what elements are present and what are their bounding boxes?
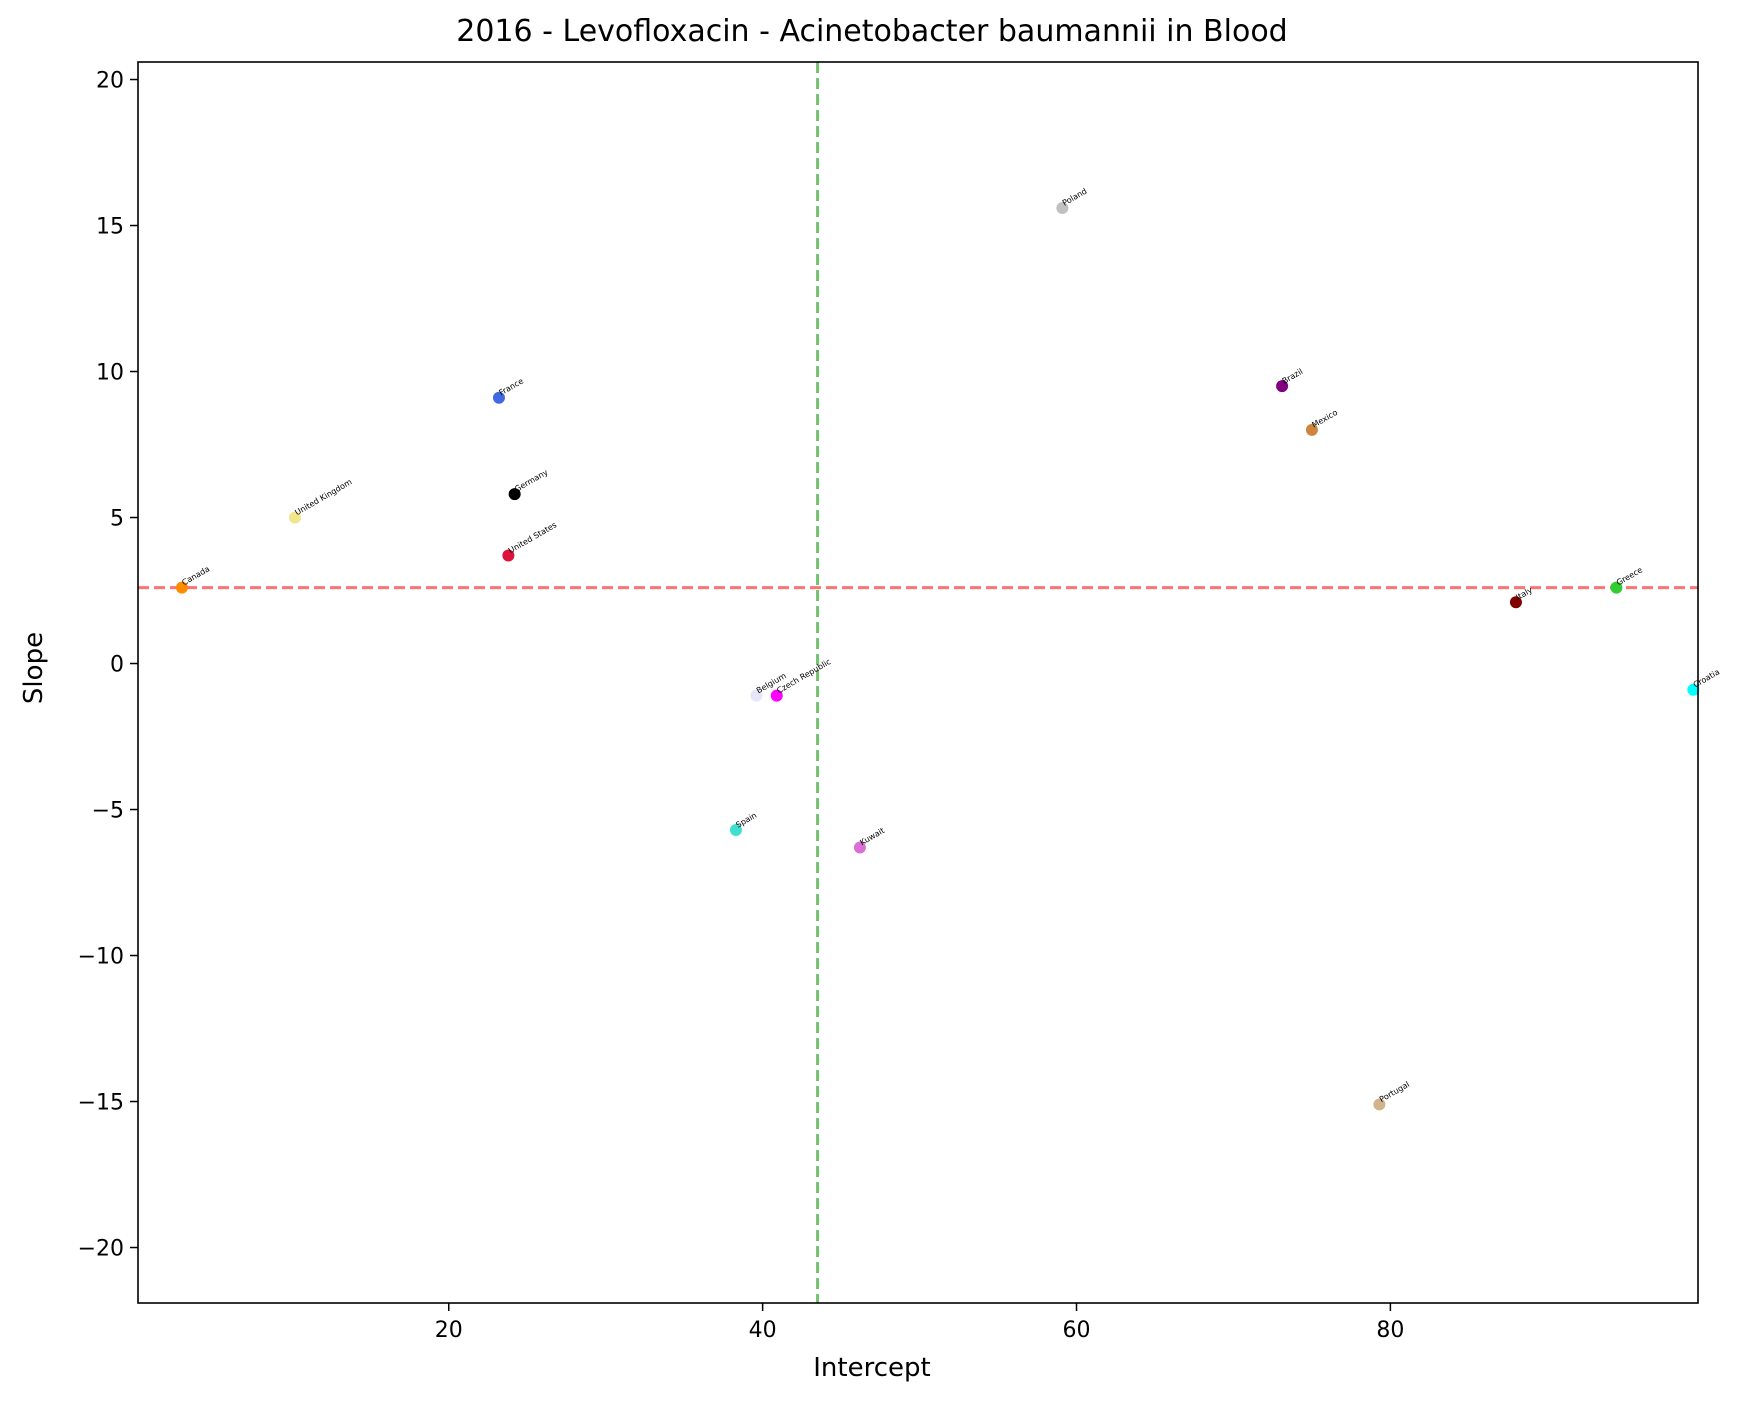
y-tick-label: 20 bbox=[96, 69, 124, 94]
point-label: Kuwait bbox=[858, 826, 886, 847]
data-point-poland bbox=[1056, 202, 1069, 214]
point-label: Spain bbox=[734, 811, 758, 830]
y-tick-label: −20 bbox=[78, 1237, 124, 1262]
plot-frame bbox=[137, 61, 1699, 1304]
point-label: United States bbox=[507, 520, 558, 555]
data-point-united-kingdom bbox=[288, 511, 301, 524]
y-tick-label: −15 bbox=[78, 1091, 124, 1116]
point-label: Mexico bbox=[1310, 408, 1339, 430]
x-axis-label: Intercept bbox=[813, 1353, 931, 1383]
data-point-germany bbox=[508, 488, 521, 501]
point-label: Germany bbox=[513, 468, 550, 494]
x-tick-label: 20 bbox=[435, 1318, 463, 1343]
x-tick-label: 60 bbox=[1063, 1318, 1091, 1343]
y-tick-label: 0 bbox=[110, 653, 124, 678]
y-tick-label: −5 bbox=[92, 799, 124, 824]
data-point-france bbox=[492, 391, 505, 404]
chart-title: 2016 - Levofloxacin - Acinetobacter baum… bbox=[456, 14, 1288, 49]
x-tick-label: 40 bbox=[749, 1318, 777, 1343]
data-point-croatia bbox=[1687, 683, 1700, 696]
point-label: United Kingdom bbox=[293, 477, 353, 517]
data-point-canada bbox=[175, 581, 188, 594]
data-point-mexico bbox=[1305, 423, 1318, 436]
point-label: Brazil bbox=[1281, 367, 1305, 386]
data-point-belgium bbox=[750, 689, 763, 702]
point-label: Greece bbox=[1615, 565, 1644, 587]
data-point-czech-republic bbox=[770, 689, 783, 702]
y-tick-label: −10 bbox=[78, 945, 124, 970]
x-tick-label: 80 bbox=[1376, 1318, 1404, 1343]
data-point-greece bbox=[1610, 581, 1623, 594]
point-label: Croatia bbox=[1692, 667, 1721, 689]
y-tick-label: 5 bbox=[110, 507, 124, 532]
point-label: Poland bbox=[1061, 187, 1089, 208]
y-axis-label: Slope bbox=[19, 631, 49, 705]
point-label: Canada bbox=[180, 564, 211, 587]
y-tick-label: 10 bbox=[96, 361, 124, 386]
point-label: France bbox=[497, 376, 525, 397]
y-tick-label: 15 bbox=[96, 215, 124, 240]
data-point-portugal bbox=[1373, 1098, 1386, 1111]
data-point-spain bbox=[729, 823, 742, 836]
data-point-italy bbox=[1509, 596, 1522, 609]
data-point-united-states bbox=[502, 549, 515, 562]
point-label: Portugal bbox=[1378, 1080, 1411, 1104]
data-point-brazil bbox=[1276, 380, 1289, 393]
data-point-kuwait bbox=[853, 841, 866, 854]
